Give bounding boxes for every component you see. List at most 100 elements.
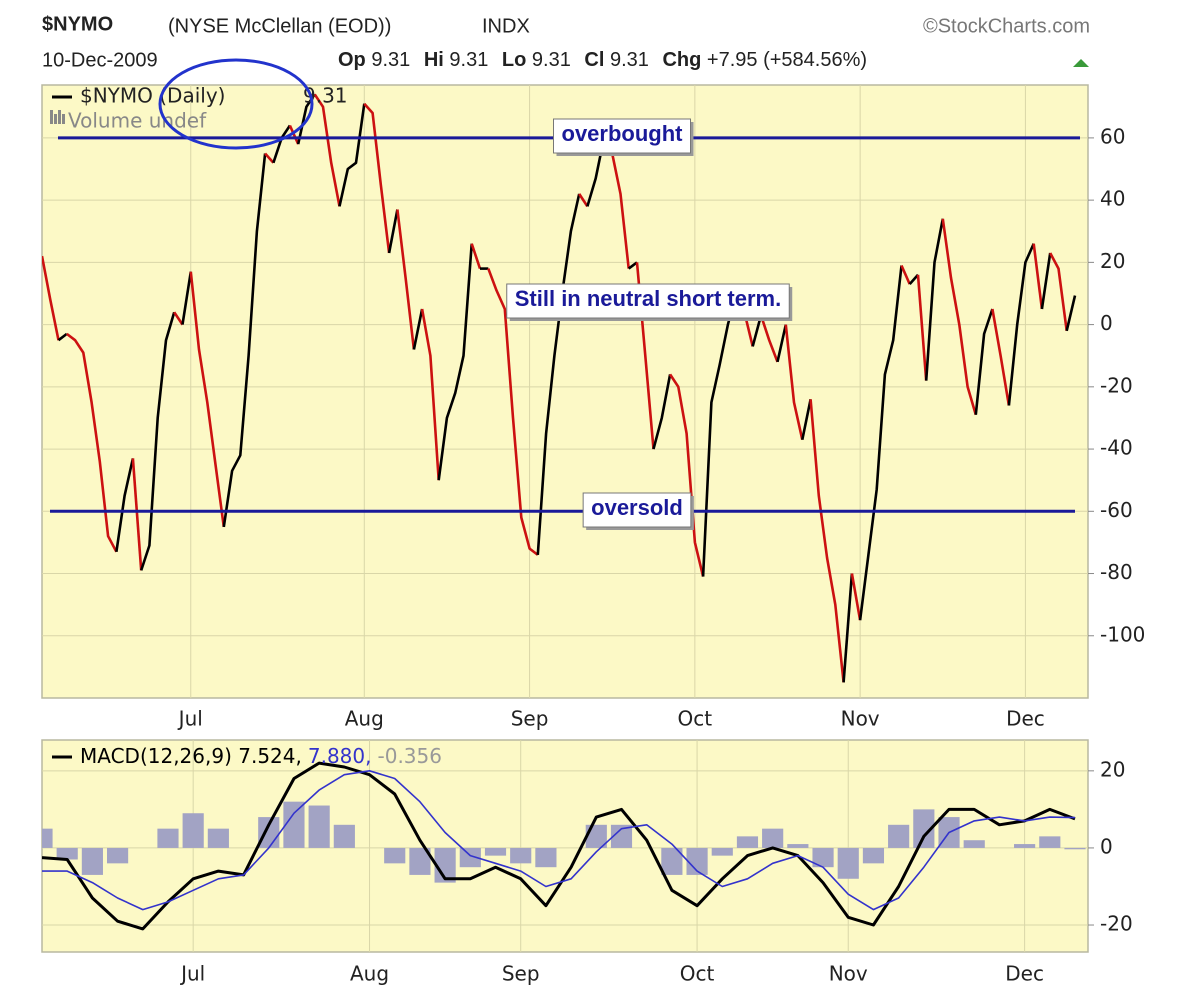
histogram-bar: [963, 840, 985, 848]
quote-label: Cl: [584, 49, 604, 71]
y-tick-label: -100: [1100, 622, 1145, 646]
legend-icon: [50, 110, 53, 124]
annotation-box: [553, 118, 691, 154]
exchange: INDX: [482, 15, 530, 37]
quote-value: 9.31: [532, 49, 571, 71]
x-tick-label: Sep: [502, 962, 540, 986]
histogram-bar: [107, 847, 129, 864]
price-line: [991, 308, 1011, 406]
x-tick-label: Oct: [680, 962, 715, 986]
price-line: [842, 573, 854, 683]
histogram-bar: [837, 847, 859, 879]
price-line: [131, 458, 143, 571]
x-tick-label: Dec: [1005, 962, 1044, 986]
price-line: [784, 324, 804, 440]
histogram-bar: [333, 824, 355, 848]
legend: MACD(12,26,9) 7.524, 7.880, -0.356: [80, 744, 442, 768]
price-line: [908, 273, 919, 285]
histogram-bar: [56, 847, 78, 860]
legend-part: -0.356: [378, 744, 442, 768]
x-tick-label: Jul: [179, 962, 205, 986]
price-line: [536, 193, 581, 555]
histogram-bar: [308, 805, 330, 848]
price-line: [850, 573, 862, 621]
quote-label: Hi: [424, 49, 444, 71]
histogram-bar: [434, 847, 456, 883]
price-line: [264, 152, 275, 164]
price-line: [420, 308, 440, 481]
annotation: overbought: [562, 121, 684, 146]
price-line: [924, 218, 945, 381]
plot: [42, 761, 1086, 931]
change-value: +7.95 (+584.56%): [707, 49, 867, 71]
histogram-bar: [686, 847, 708, 875]
macd-panel: -20 0 20 Jul Aug Sep Oct Nov Dec MACD(12,26,9) 7.…: [41, 739, 1133, 986]
y-tick-label: 20: [1100, 249, 1125, 273]
x-tick-label: Nov: [829, 962, 868, 986]
change-label: Chg: [662, 49, 701, 71]
price-line: [42, 255, 60, 341]
price-line: [809, 399, 845, 683]
histogram-bar: [484, 847, 507, 856]
source: ©StockCharts.com: [923, 15, 1090, 37]
y-tick-label: 40: [1100, 187, 1125, 211]
price-line: [338, 103, 366, 207]
signal-line: [42, 770, 1076, 911]
histogram-bar: [913, 809, 935, 848]
y-tick-label: 0: [1100, 311, 1113, 335]
up-arrow: [1073, 59, 1089, 67]
price-line: [222, 153, 267, 528]
histogram-bar: [888, 824, 910, 848]
price-line: [470, 243, 482, 270]
y-tick-label: -40: [1100, 436, 1133, 460]
histogram-bar: [283, 801, 305, 848]
x-tick-label: Oct: [678, 707, 713, 731]
histogram-bar: [787, 844, 809, 848]
histogram-bar: [258, 817, 280, 848]
histogram-bar: [459, 847, 481, 868]
quote-value: 9.31: [449, 49, 488, 71]
histogram-bar: [1014, 844, 1036, 848]
histogram-bar: [182, 813, 204, 848]
price-line: [313, 93, 341, 207]
price-line: [387, 209, 399, 254]
histogram-bar: [862, 847, 885, 864]
histogram-bar: [812, 847, 834, 868]
histogram-bar: [535, 847, 557, 868]
price-line: [57, 332, 68, 342]
highlight-ellipse: [158, 58, 314, 150]
histogram-bar: [610, 824, 633, 848]
quote-value: 9.31: [610, 49, 649, 71]
histogram-bar: [510, 847, 532, 864]
legend-icon: [58, 110, 61, 124]
price-line: [363, 102, 391, 254]
annotation: Still in neutral short term.: [515, 286, 781, 311]
histogram-bar: [762, 828, 784, 848]
price-line: [578, 193, 589, 208]
subtitle: (NYSE McClellan (EOD)): [168, 15, 391, 37]
y-tick-label: 0: [1100, 834, 1113, 858]
price-line: [776, 324, 788, 363]
x-tick-label: Sep: [511, 707, 549, 731]
annotation-box: [506, 283, 790, 319]
legend-icon: [62, 114, 65, 124]
histogram-bar: [81, 847, 103, 875]
price-line: [173, 311, 184, 326]
price-line: [652, 374, 672, 450]
price-line: [189, 271, 226, 528]
histogram-bar: [1064, 847, 1086, 850]
histogram-bar: [409, 847, 431, 875]
price-line: [974, 308, 994, 415]
price-line: [916, 274, 928, 381]
histogram-bar: [1039, 836, 1061, 848]
price-line: [181, 271, 193, 325]
x-tick-label: Aug: [350, 962, 389, 986]
histogram-bar: [42, 828, 53, 848]
price-line: [1049, 252, 1068, 331]
legend-icon: [54, 114, 57, 124]
x-tick-label: Jul: [177, 707, 203, 731]
price-line: [487, 268, 539, 556]
price-line: [669, 373, 705, 577]
price-line: [66, 332, 118, 553]
